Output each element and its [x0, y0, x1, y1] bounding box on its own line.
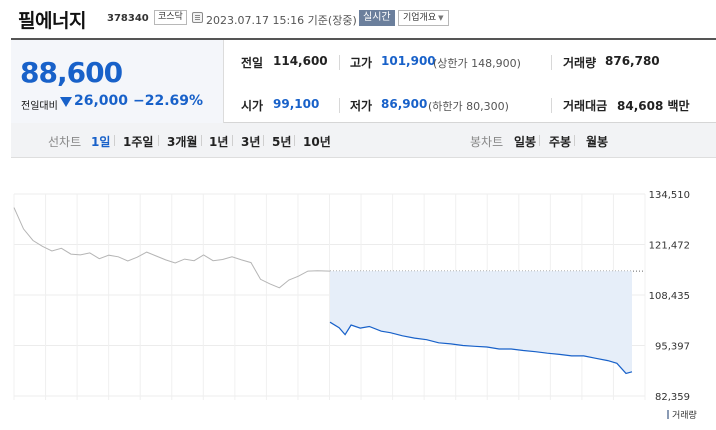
trading-amount-label: 거래대금	[563, 99, 608, 113]
change-rate: −22.69%	[133, 93, 204, 109]
high-label: 고가	[350, 56, 373, 70]
stock-name: 필에너지	[18, 10, 86, 32]
y-tick-label: 134,510	[649, 190, 690, 201]
candle-chart-label: 봉차트	[470, 135, 504, 149]
divider	[551, 98, 552, 113]
divider	[201, 135, 202, 146]
price-chart-svg[interactable]: 134,510 121,472 108,435 95,397 82,359	[0, 159, 716, 430]
chevron-down-icon: ▼	[438, 14, 444, 22]
divider	[339, 55, 340, 70]
divider	[339, 98, 340, 113]
tab-1day[interactable]: 1일	[91, 135, 111, 149]
divider	[263, 135, 264, 146]
tab-monthly-candle[interactable]: 월봉	[586, 135, 609, 149]
current-price: 88,600	[20, 56, 123, 89]
tab-3months[interactable]: 3개월	[167, 135, 198, 149]
volume-value: 876,780	[605, 54, 660, 68]
divider	[551, 55, 552, 70]
divider	[539, 135, 540, 146]
open-value: 99,100	[273, 97, 320, 111]
lower-limit: (하한가 80,300)	[428, 100, 509, 113]
tab-weekly-candle[interactable]: 주봉	[549, 135, 572, 149]
tab-5years[interactable]: 5년	[272, 135, 292, 149]
low-label: 저가	[350, 99, 373, 113]
volume-legend: 거래량	[667, 408, 697, 421]
market-badge: 코스닥	[154, 10, 187, 25]
divider	[158, 135, 159, 146]
tab-1year[interactable]: 1년	[209, 135, 229, 149]
y-tick-label: 82,359	[655, 392, 690, 403]
y-tick-label: 108,435	[649, 291, 690, 302]
prev-close-value: 114,600	[273, 54, 328, 68]
tab-1week[interactable]: 1주일	[123, 135, 154, 149]
open-label: 시가	[241, 99, 264, 113]
volume-legend-swatch	[667, 410, 669, 419]
realtime-badge[interactable]: 실시간	[359, 10, 395, 26]
company-overview-dropdown[interactable]: 기업개요 ▼	[398, 10, 449, 26]
change-value: 26,000	[74, 93, 129, 109]
volume-legend-label: 거래량	[672, 411, 697, 421]
today-price-line	[329, 321, 633, 375]
down-arrow-icon	[60, 97, 72, 107]
current-price-box: 88,600 전일대비 26,000 −22.69%	[11, 40, 224, 123]
change-label: 전일대비	[21, 101, 58, 112]
price-summary: 88,600 전일대비 26,000 −22.69% 전일 114,600 고가…	[11, 38, 716, 123]
y-tick-label: 121,472	[649, 241, 690, 252]
chart-period-tabs: 선차트 1일 1주일 3개월 1년 3년 5년 10년 봉차트 일봉 주봉 월봉	[11, 123, 716, 158]
stock-code: 378340	[107, 13, 149, 24]
upper-limit: (상한가 148,900)	[433, 57, 521, 70]
divider	[574, 135, 575, 146]
decline-shaded-area	[330, 271, 632, 374]
line-chart-label: 선차트	[48, 135, 82, 149]
low-value: 86,900	[381, 97, 428, 111]
volume-label: 거래량	[563, 56, 597, 70]
tab-daily-candle[interactable]: 일봉	[514, 135, 537, 149]
prev-close-label: 전일	[241, 56, 264, 70]
divider	[232, 135, 233, 146]
tab-3years[interactable]: 3년	[241, 135, 261, 149]
price-chart[interactable]: 134,510 121,472 108,435 95,397 82,359 거래량	[0, 159, 716, 430]
y-tick-label: 95,397	[655, 342, 690, 353]
divider	[294, 135, 295, 146]
trading-amount-value: 84,608 백만	[617, 99, 690, 113]
quote-datetime: 2023.07.17 15:16 기준(장중)	[206, 14, 357, 27]
stock-header: 필에너지 378340 코스닥 2023.07.17 15:16 기준(장중) …	[0, 0, 716, 37]
calendar-icon	[192, 12, 203, 23]
company-overview-label: 기업개요	[403, 13, 437, 23]
previous-session-line	[13, 207, 331, 289]
tab-10years[interactable]: 10년	[303, 135, 331, 149]
high-value: 101,900	[381, 54, 436, 68]
divider	[114, 135, 115, 146]
